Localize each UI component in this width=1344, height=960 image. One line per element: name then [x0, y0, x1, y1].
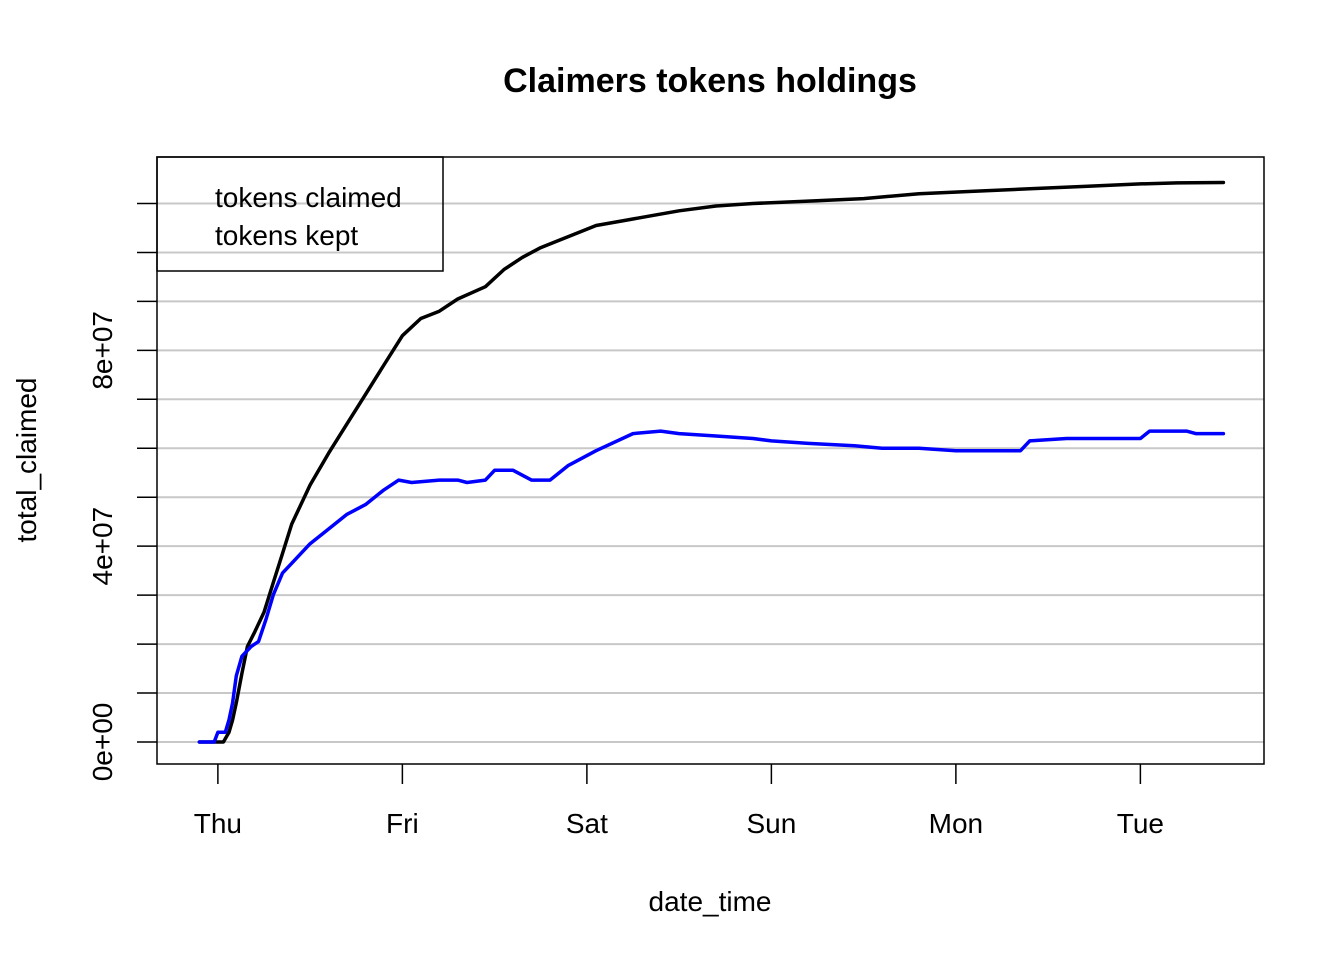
series-lines: [197, 180, 1226, 744]
y-axis-ticks: 0e+00 4e+07 8e+07: [87, 202, 157, 782]
y-tick-label: 8e+07: [87, 311, 118, 390]
x-tick-label: Sun: [746, 808, 796, 839]
chart-title: Claimers tokens holdings: [503, 62, 917, 100]
y-axis-title: total_claimed: [11, 378, 42, 543]
x-tick-label: Sat: [566, 808, 608, 839]
y-tick-label: 0e+00: [87, 703, 118, 782]
grid-lines: [157, 202, 1264, 743]
x-axis-ticks: Thu Fri Sat Sun Mon Tue: [194, 764, 1164, 839]
x-axis-title: date_time: [649, 886, 772, 917]
x-tick-label: Mon: [929, 808, 983, 839]
legend-box: [156, 156, 444, 272]
legend-label-tokens-kept: tokens kept: [215, 220, 358, 251]
series-line-tokens-claimed: [197, 180, 1226, 744]
y-tick-label: 4e+07: [87, 507, 118, 586]
legend-label-tokens-claimed: tokens claimed: [215, 182, 402, 213]
x-tick-label: Tue: [1117, 808, 1164, 839]
series-line-tokens-kept: [197, 429, 1226, 744]
plot-frame: [156, 156, 1265, 765]
legend: tokens claimed tokens kept: [156, 156, 444, 272]
x-tick-label: Fri: [386, 808, 419, 839]
x-tick-label: Thu: [194, 808, 242, 839]
